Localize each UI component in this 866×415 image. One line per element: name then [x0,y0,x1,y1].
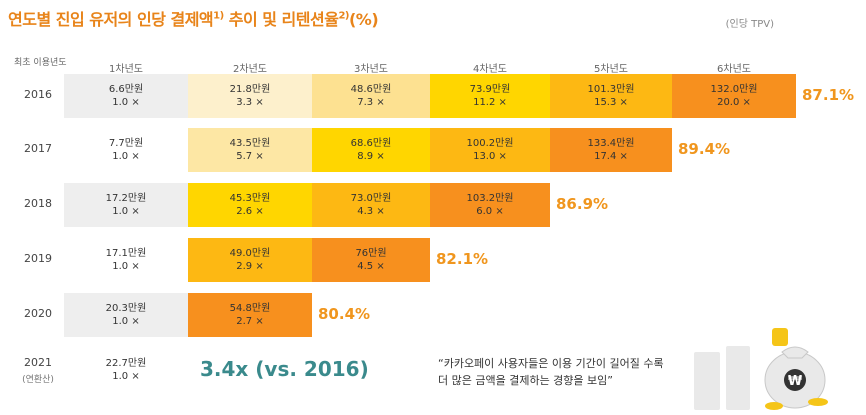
cell-multiple: 11.2 × [473,97,507,108]
table-cell: 22.7만원 1.0 × [64,348,188,392]
table-cell: 17.1만원 1.0 × [64,238,188,282]
cell-value: 22.7만원 [105,358,147,369]
cell-value: 17.1만원 [105,248,147,259]
retention-rate: 87.1% [802,86,855,104]
quote-line-2: 더 많은 금액을 결제하는 경향을 보임” [438,374,613,387]
coin-icon [808,398,828,406]
table-cell: 45.3만원 2.6 × [188,183,312,227]
retention-rate: 80.4% [318,305,371,323]
money-illustration: ₩ [694,328,828,410]
table-cell: 133.4만원 17.4 × [550,128,672,172]
table-cell: 48.6만원 7.3 × [312,74,430,118]
cell-value: 103.2만원 [466,193,514,204]
retention-rate: 86.9% [556,195,609,213]
chart-title: 연도별 진입 유저의 인당 결제액1) 추이 및 리텐션율2)(%) [8,10,379,29]
cell-multiple: 7.3 × [357,97,385,108]
cell-multiple: 20.0 × [717,97,751,108]
coin-stack-icon [772,328,788,346]
retention-rate: 89.4% [678,140,731,158]
cell-value: 43.5만원 [229,138,271,149]
cell-multiple: 3.3 × [236,97,264,108]
column-header: 3차년도 [354,64,388,75]
cell-multiple: 15.3 × [594,97,628,108]
growth-multiplier: 3.4x (vs. 2016) [200,357,369,381]
quote-text: “카카오페이 사용자들은 이용 기간이 길어질 수록 더 많은 금액을 결제하는… [438,355,664,389]
quote-line-1: “카카오페이 사용자들은 이용 기간이 길어질 수록 [438,357,664,370]
table-cell: 20.3만원 1.0 × [64,293,188,337]
table-cell: 76만원 4.5 × [312,238,430,282]
cell-value: 45.3만원 [229,193,271,204]
column-header: 1차년도 [109,64,143,75]
table-cell: 73.9만원 11.2 × [430,74,550,118]
cell-multiple: 6.0 × [476,206,504,217]
cell-multiple: 2.9 × [236,261,264,272]
year-label: 2018 [24,197,52,210]
cell-multiple: 8.9 × [357,151,385,162]
cell-value: 73.9만원 [469,84,511,95]
retention-rate: 82.1% [436,250,489,268]
year-header: 최초 이용년도 [14,58,67,68]
year-label: 2020 [24,307,52,320]
table-cell: 43.5만원 5.7 × [188,128,312,172]
table-cell: 21.8만원 3.3 × [188,74,312,118]
cell-value: 133.4만원 [587,138,635,149]
bar-illustration-1 [694,352,720,410]
cell-value: 49.0만원 [229,248,271,259]
cell-multiple: 1.0 × [112,371,140,382]
cell-multiple: 4.3 × [357,206,385,217]
bar-illustration-2 [726,346,750,410]
cell-value: 21.8만원 [229,84,271,95]
year-label: 2021 [24,356,52,369]
cell-value: 100.2만원 [466,138,514,149]
table-cell: 132.0만원 20.0 × [672,74,796,118]
cell-value: 20.3만원 [105,303,147,314]
cell-value: 17.2만원 [105,193,147,204]
table-cell: 100.2만원 13.0 × [430,128,550,172]
table-cell: 101.3만원 15.3 × [550,74,672,118]
won-icon: ₩ [788,374,803,389]
cell-value: 101.3만원 [587,84,635,95]
cell-multiple: 17.4 × [594,151,628,162]
table-cell: 73.0만원 4.3 × [312,183,430,227]
table-cell: 7.7만원 1.0 × [64,128,188,172]
year-label: 2019 [24,252,52,265]
cell-multiple: 1.0 × [112,97,140,108]
cell-multiple: 1.0 × [112,151,140,162]
cell-value: 6.6만원 [108,84,144,95]
coin-icon [765,402,783,410]
cell-multiple: 2.6 × [236,206,264,217]
column-header: 5차년도 [594,64,628,75]
table-cell: 6.6만원 1.0 × [64,74,188,118]
cell-multiple: 4.5 × [357,261,385,272]
cell-multiple: 13.0 × [473,151,507,162]
unit-label: (인당 TPV) [725,19,774,30]
cell-value: 48.6만원 [350,84,392,95]
table-cell: 49.0만원 2.9 × [188,238,312,282]
column-header: 6차년도 [717,64,751,75]
cell-value: 132.0만원 [710,84,758,95]
year-sublabel: (연환산) [22,375,54,385]
year-label: 2017 [24,142,52,155]
cell-value: 54.8만원 [229,303,271,314]
cell-value: 68.6만원 [350,138,392,149]
column-header: 2차년도 [233,64,267,75]
cell-multiple: 1.0 × [112,206,140,217]
cell-multiple: 1.0 × [112,316,140,327]
year-label: 2016 [24,88,52,101]
table-cell: 68.6만원 8.9 × [312,128,430,172]
column-header: 4차년도 [473,64,507,75]
cell-multiple: 1.0 × [112,261,140,272]
cell-multiple: 5.7 × [236,151,264,162]
table-cell: 17.2만원 1.0 × [64,183,188,227]
cell-value: 76만원 [355,248,387,259]
cell-value: 73.0만원 [350,193,392,204]
cell-value: 7.7만원 [108,138,144,149]
cell-multiple: 2.7 × [236,316,264,327]
table-cell: 103.2만원 6.0 × [430,183,550,227]
table-cell: 54.8만원 2.7 × [188,293,312,337]
